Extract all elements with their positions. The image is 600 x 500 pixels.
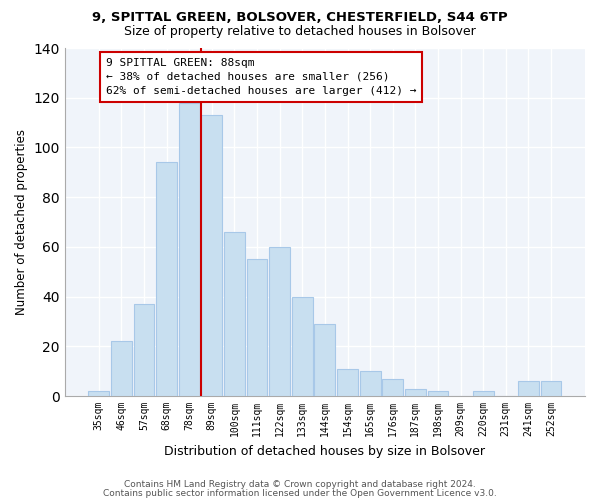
Bar (88, 391, 109, 396)
Text: 9, SPITTAL GREEN, BOLSOVER, CHESTERFIELD, S44 6TP: 9, SPITTAL GREEN, BOLSOVER, CHESTERFIELD… (92, 11, 508, 24)
Bar (382, 378, 403, 396)
Bar (224, 232, 245, 396)
Bar (156, 162, 177, 396)
Bar (269, 247, 290, 396)
Text: Contains HM Land Registry data © Crown copyright and database right 2024.: Contains HM Land Registry data © Crown c… (124, 480, 476, 489)
Bar (518, 381, 539, 396)
Bar (314, 324, 335, 396)
Bar (134, 304, 154, 396)
Bar (111, 342, 132, 396)
Text: Contains public sector information licensed under the Open Government Licence v3: Contains public sector information licen… (103, 488, 497, 498)
Bar (292, 296, 313, 396)
Bar (473, 391, 494, 396)
Y-axis label: Number of detached properties: Number of detached properties (15, 129, 28, 315)
Text: Size of property relative to detached houses in Bolsover: Size of property relative to detached ho… (124, 25, 476, 38)
Text: 9 SPITTAL GREEN: 88sqm
← 38% of detached houses are smaller (256)
62% of semi-de: 9 SPITTAL GREEN: 88sqm ← 38% of detached… (106, 58, 416, 96)
Bar (179, 102, 200, 396)
Bar (541, 381, 562, 396)
Bar (360, 371, 380, 396)
Bar (428, 391, 448, 396)
Bar (337, 368, 358, 396)
X-axis label: Distribution of detached houses by size in Bolsover: Distribution of detached houses by size … (164, 444, 485, 458)
Bar (202, 115, 222, 396)
Bar (247, 260, 268, 396)
Bar (405, 388, 426, 396)
